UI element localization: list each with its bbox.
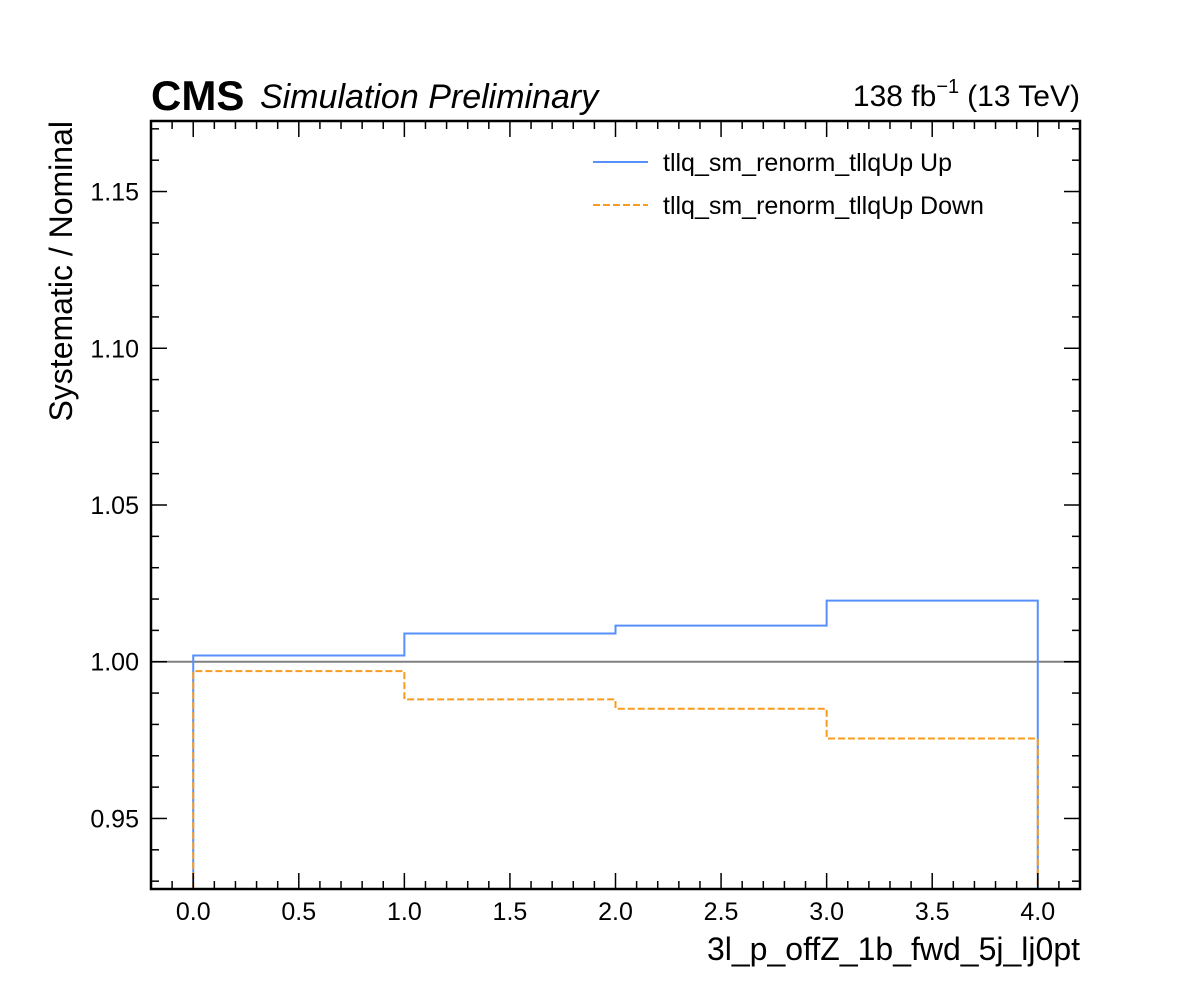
x-tick-label: 1.0 [387, 898, 422, 926]
x-tick-label: 0.5 [281, 898, 316, 926]
series-line-up [192, 599, 1039, 889]
y-tick-label: 1.15 [90, 179, 139, 207]
x-tick-label: 4.0 [1020, 898, 1055, 926]
y-tick-label: 1.05 [90, 492, 139, 520]
x-tick-label: 2.5 [704, 898, 739, 926]
chart-subtitle: Simulation Preliminary [260, 78, 600, 116]
lumi-exponent: −1 [936, 76, 959, 98]
plot-frame [149, 119, 1082, 891]
cms-label: CMS [151, 72, 244, 119]
x-tick-label: 2.0 [598, 898, 633, 926]
plot-area [151, 599, 1080, 889]
x-tick-labels: 0.0 0.5 1.0 1.5 2.0 2.5 3.0 3.5 4.0 [176, 898, 1055, 926]
y-tick-label: 1.10 [90, 335, 139, 363]
legend-label-down: tllq_sm_renorm_tllqUp Down [663, 192, 984, 220]
x-tick-label: 1.5 [493, 898, 528, 926]
legend-label-up: tllq_sm_renorm_tllqUp Up [663, 149, 952, 177]
y-tick-labels: 0.95 1.00 1.05 1.10 1.15 [90, 179, 139, 834]
x-axis-title: 3l_p_offZ_1b_fwd_5j_lj0pt [707, 931, 1080, 967]
axis-ticks [150, 121, 1081, 889]
y-tick-label: 1.00 [90, 649, 139, 677]
y-axis-title: Systematic / Nominal [43, 121, 79, 422]
series-line-down [192, 670, 1039, 889]
legend: tllq_sm_renorm_tllqUp Up tllq_sm_renorm_… [593, 149, 984, 220]
x-tick-label: 3.0 [809, 898, 844, 926]
y-tick-label: 0.95 [90, 805, 139, 833]
lumi-energy: (13 TeV) [967, 80, 1080, 113]
x-tick-label: 0.0 [176, 898, 211, 926]
lumi-value: 138 fb [853, 80, 936, 113]
lumi-label: 138 fb−1 (13 TeV) [853, 76, 1080, 113]
x-tick-label: 3.5 [915, 898, 950, 926]
